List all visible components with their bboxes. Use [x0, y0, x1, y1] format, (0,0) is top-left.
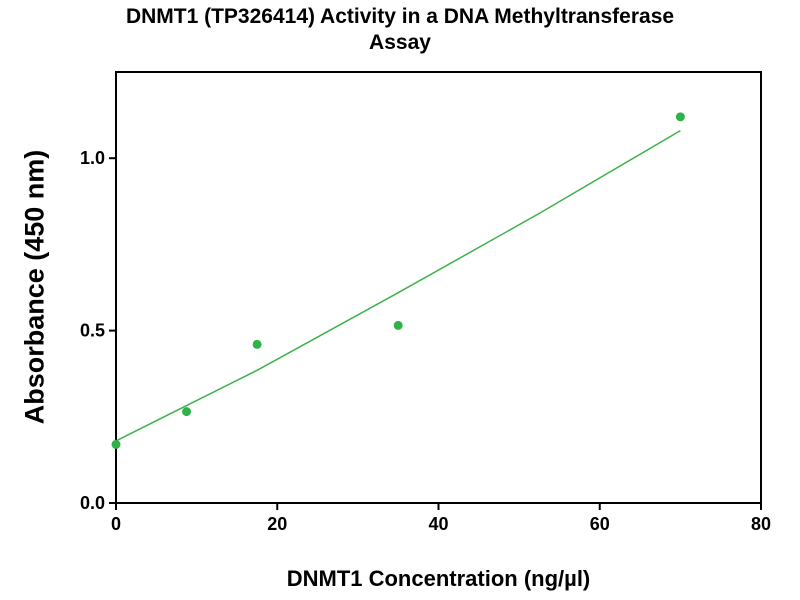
plot-frame [115, 71, 762, 504]
data-point-1 [111, 439, 121, 449]
x-tick-label-80: 80 [751, 514, 771, 534]
y-tick-label-1: 1.0 [80, 148, 105, 168]
y-tick-label-0: 0.0 [80, 493, 105, 513]
chart-title-line-2: Assay [369, 31, 431, 54]
fit-line [115, 129, 681, 442]
x-tick-label-60: 60 [590, 514, 610, 534]
x-tick-label-0: 0 [111, 514, 121, 534]
data-point-2 [182, 407, 192, 417]
x-tick-label-20: 20 [267, 514, 287, 534]
x-tick-label-40: 40 [428, 514, 448, 534]
data-point-3 [252, 339, 262, 349]
data-point-4 [393, 320, 403, 330]
y-tick-label-0.5: 0.5 [80, 321, 105, 341]
data-point-5 [675, 112, 685, 122]
chart-title: DNMT1 (TP326414) Activity in a DNA Methy… [0, 4, 800, 56]
chart-title-line-1: DNMT1 (TP326414) Activity in a DNA Methy… [125, 5, 675, 28]
x-axis-label: DNMT1 Concentration (ng/µl) [286, 566, 591, 591]
